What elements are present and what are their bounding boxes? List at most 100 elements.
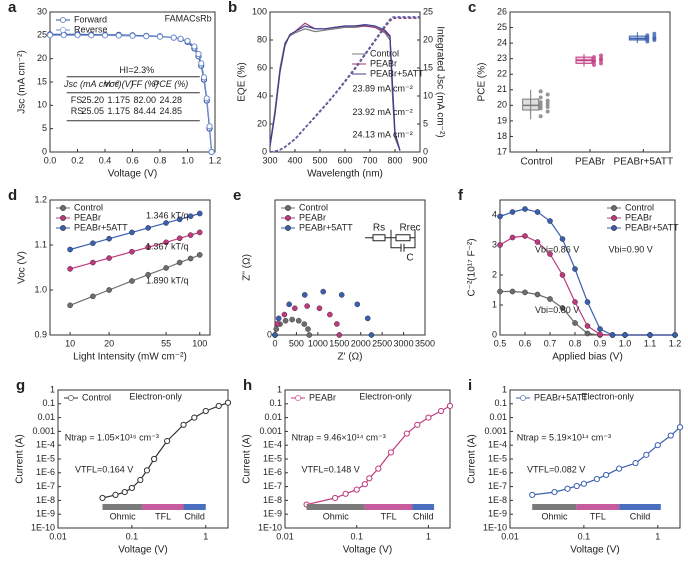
- data-point: [545, 109, 550, 114]
- x-tick-label: 10: [65, 338, 75, 348]
- data-point: [545, 104, 550, 109]
- y-tick-label: 0.1: [42, 398, 55, 408]
- legend-label: PEABr: [309, 392, 336, 402]
- data-point: [106, 235, 112, 242]
- legend-label: Control: [299, 202, 328, 212]
- x-tick-label: 2000: [351, 338, 371, 348]
- y-tick-label: 24: [497, 37, 507, 47]
- y-tick-label: 30: [37, 6, 47, 16]
- data-point: [632, 460, 639, 467]
- x-tick-label: 1.2: [669, 338, 682, 348]
- y-tick-label: 1E-8: [36, 495, 55, 505]
- x-tick-label: 20: [104, 338, 114, 348]
- y-tick-label: 1E-5: [263, 453, 282, 463]
- legend-label: PEABr+5ATT: [299, 222, 353, 232]
- data-point: [151, 455, 158, 463]
- data-point: [545, 98, 550, 103]
- data-point: [534, 291, 541, 298]
- region-label: TFL: [381, 511, 397, 521]
- region-bar: [306, 504, 365, 510]
- data-point: [593, 475, 600, 483]
- data-point: [176, 259, 183, 266]
- x-tick-label: 0: [272, 338, 277, 348]
- data-point: [292, 305, 298, 312]
- data-point: [206, 123, 213, 130]
- data-point: [170, 34, 177, 41]
- legend-marker: [60, 225, 66, 231]
- x-tick-label: 3500: [415, 338, 435, 348]
- y-tick-label: 1E-6: [263, 467, 282, 477]
- data-point: [584, 330, 591, 337]
- region-label: TFL: [155, 511, 171, 521]
- legend-marker: [285, 215, 291, 221]
- data-point: [654, 442, 661, 449]
- plot-frame: [49, 199, 211, 336]
- data-point: [368, 332, 375, 338]
- y2-tick-label: 5: [423, 118, 428, 128]
- table-cell: 25.05: [81, 106, 104, 116]
- y-tick-label: 20: [497, 100, 507, 110]
- data-point: [67, 302, 73, 309]
- x-axis-label: Applied bias (V): [552, 352, 623, 363]
- y-tick-label: 1E-7: [36, 481, 55, 491]
- data-point: [538, 89, 543, 94]
- x-tick-label: 0.7: [544, 338, 557, 348]
- table-cell: 82.00: [133, 95, 156, 105]
- data-point: [538, 106, 543, 111]
- y-tick-label: 1: [502, 384, 507, 394]
- table-cell: 24.85: [159, 106, 182, 116]
- data-point: [437, 407, 445, 415]
- circuit-label: C: [406, 252, 413, 263]
- y-tick-label: 0.1: [494, 398, 507, 408]
- box: [522, 98, 540, 111]
- data-point: [180, 421, 187, 428]
- table-cell: 24.28: [159, 95, 182, 105]
- y-axis-label: PCE (%): [477, 63, 488, 102]
- legend-marker: [285, 205, 291, 211]
- x-tick-label: 500: [289, 338, 304, 348]
- data-point: [375, 465, 382, 472]
- data-point: [272, 332, 278, 338]
- data-point: [163, 265, 169, 271]
- y-axis-label: Jsc (mA cm⁻²): [17, 50, 28, 114]
- y-tick-label: 1E-4: [488, 440, 507, 450]
- y-tick-label: 1: [492, 299, 497, 309]
- x-tick-label: 0.4: [99, 155, 112, 165]
- data-point: [364, 315, 371, 322]
- data-point: [597, 331, 603, 338]
- y-tick-label: 1E-9: [36, 509, 55, 519]
- data-point: [90, 293, 96, 300]
- x-tick-label: 0.6: [126, 155, 139, 165]
- region-label: TFL: [590, 511, 606, 521]
- plot-frame: [509, 11, 671, 153]
- data-point: [327, 311, 333, 318]
- data-point: [547, 218, 553, 224]
- table-header: Jsc (mA cm⁻²): [63, 79, 121, 89]
- y-tick-label: 22: [497, 69, 507, 79]
- plot-frame: [274, 199, 426, 336]
- annotation: 23.92 mA cm⁻²: [353, 107, 413, 117]
- data-point: [301, 292, 308, 298]
- data-point: [99, 494, 106, 502]
- y-tick-label: 1E-5: [488, 453, 507, 463]
- data-point: [599, 56, 603, 61]
- y-tick-label: 18: [497, 131, 507, 141]
- data-point: [320, 288, 327, 295]
- x-tick-label: 1.2: [209, 155, 222, 165]
- data-point: [529, 491, 536, 499]
- legend-label: Reverse: [74, 24, 108, 34]
- data-point: [200, 74, 208, 81]
- data-point: [145, 244, 151, 251]
- data-point: [176, 216, 183, 223]
- y-tick-label: 0.01: [37, 412, 55, 422]
- region-label: Child: [184, 511, 205, 521]
- data-point: [403, 430, 410, 437]
- data-point: [534, 209, 541, 215]
- y-tick-label: 1E-6: [488, 467, 507, 477]
- y-axis-label: Voc (V): [17, 251, 28, 284]
- data-point: [60, 32, 67, 39]
- x-tick-label: 1.0: [181, 155, 194, 165]
- data-point: [88, 32, 95, 39]
- y-tick-label: 1E-8: [263, 495, 282, 505]
- data-point: [305, 326, 311, 332]
